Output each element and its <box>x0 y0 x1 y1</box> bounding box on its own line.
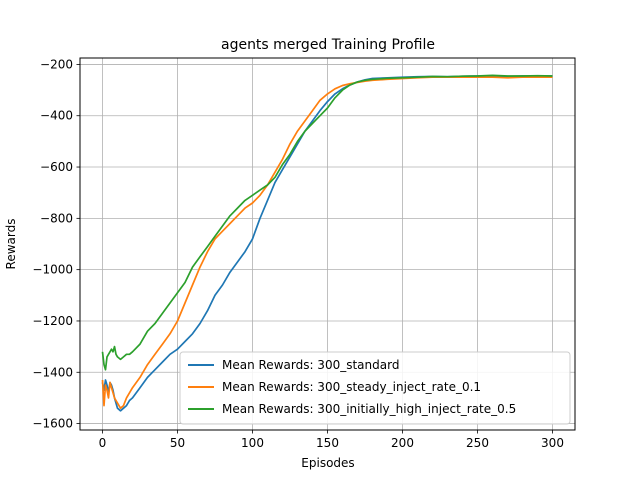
legend-label: Mean Rewards: 300_standard <box>222 358 399 372</box>
x-tick-label: 150 <box>316 436 339 450</box>
x-tick-label: 300 <box>541 436 564 450</box>
y-tick-label: −400 <box>40 109 73 123</box>
legend-box <box>179 351 571 425</box>
y-tick-label: −1000 <box>32 263 73 277</box>
y-tick-label: −800 <box>40 211 73 225</box>
y-tick-label: −1400 <box>32 365 73 379</box>
y-tick-label: −600 <box>40 160 73 174</box>
chart-title: agents merged Training Profile <box>221 37 435 53</box>
legend-label: Mean Rewards: 300_steady_inject_rate_0.1 <box>222 380 481 394</box>
x-tick-label: 0 <box>99 436 107 450</box>
y-axis-title: Rewards <box>4 219 18 270</box>
x-tick-label: 200 <box>391 436 414 450</box>
x-tick-label: 100 <box>241 436 264 450</box>
series-lines <box>101 74 553 412</box>
legend: Mean Rewards: 300_standard Mean Rewards: … <box>179 351 571 425</box>
y-tick-label: −200 <box>40 57 73 71</box>
y-tick-label: −1200 <box>32 314 73 328</box>
x-axis-title: Episodes <box>301 456 354 470</box>
x-tick-label: 250 <box>466 436 489 450</box>
y-tick-label: −1600 <box>32 417 73 431</box>
legend-label: Mean Rewards: 300_initially_high_inject_… <box>222 402 516 416</box>
ticks: 0 50 100 150 200 250 300 −1600 −1400 −1200 −1000 −8… <box>32 57 564 450</box>
x-tick-label: 50 <box>170 436 185 450</box>
series-line-3 <box>101 74 553 371</box>
grid <box>80 58 575 430</box>
